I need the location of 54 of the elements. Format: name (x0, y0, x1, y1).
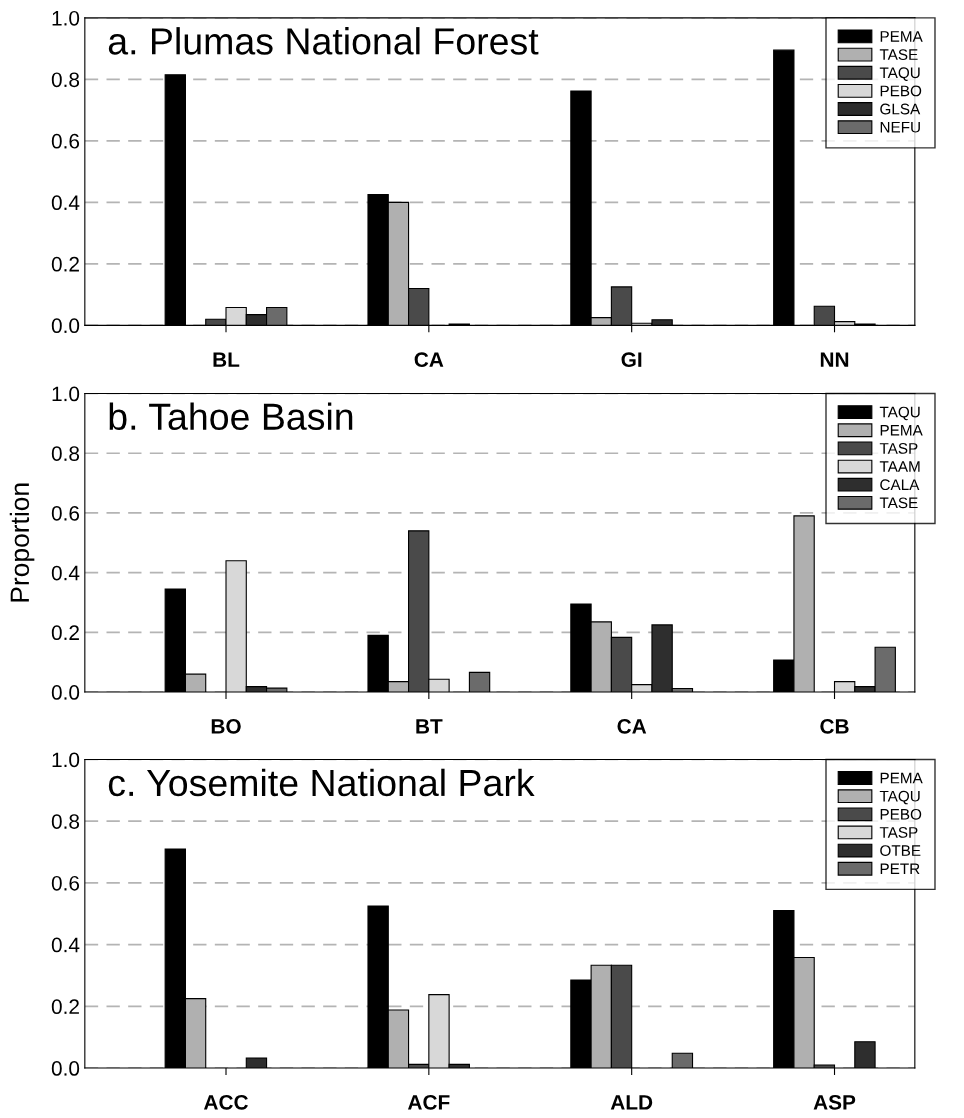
y-tick-label: 0.4 (51, 195, 80, 211)
legend-label: TAAM (879, 461, 920, 472)
y-tick-label: 0.8 (51, 814, 80, 829)
bar (773, 49, 795, 326)
bar (164, 74, 186, 326)
legend-label: PEBO (880, 808, 922, 820)
legend-label: TAQU (879, 790, 920, 805)
chart-title: b. Tahoe Basin (109, 402, 353, 431)
legend-label: TASE (879, 49, 918, 61)
y-tick-label: 0.0 (51, 1061, 80, 1076)
x-tick-label: GI (621, 352, 642, 368)
y-tick-label: 0.6 (51, 505, 80, 521)
x-tick-label: CA (617, 718, 647, 734)
y-tick-label: 1.0 (52, 752, 80, 768)
legend-label: TASP (879, 827, 918, 838)
x-tick-label: ASP (813, 1094, 856, 1110)
x-tick-label: NN (820, 352, 849, 367)
x-tick-label: BT (416, 719, 443, 734)
y-tick-label: 0.8 (51, 72, 80, 88)
legend-label: TASP (879, 442, 918, 454)
legend-label: PEMA (880, 772, 923, 784)
x-tick-label: ACF (407, 1094, 450, 1110)
legend-label: PEMA (880, 31, 923, 42)
y-tick-label: 0.8 (51, 446, 80, 461)
y-tick-label: 0.2 (51, 625, 79, 641)
legend-label: NEFU (880, 121, 920, 133)
y-tick-label: 0.4 (51, 937, 80, 953)
x-tick-label: CA (414, 352, 444, 368)
x-tick-label: BO (211, 718, 241, 734)
y-tick-label: 0.6 (51, 133, 80, 149)
legend-label: GLSA (880, 103, 921, 115)
x-tick-label: CB (820, 718, 849, 734)
legend-label: TAQU (879, 406, 920, 421)
legend-label: OTBE (880, 845, 921, 857)
chart-title: c. Yosemite National Park (108, 768, 535, 797)
y-tick-label: 0.2 (51, 256, 79, 272)
x-tick-label: ALD (610, 1095, 653, 1110)
y-tick-label: 0.6 (51, 875, 80, 891)
x-tick-label: ACC (203, 1094, 248, 1110)
y-axis-title: Proportion (9, 483, 35, 602)
y-tick-label: 1.0 (52, 386, 80, 402)
y-tick-label: 0.4 (51, 565, 80, 581)
y-tick-label: 0.2 (51, 999, 79, 1015)
y-tick-label: 1.0 (52, 10, 80, 26)
y-tick-label: 0.0 (51, 685, 80, 700)
legend-label: CALA (880, 479, 920, 491)
chart-title: a. Plumas National Forest (108, 27, 539, 55)
legend-label: TASE (879, 497, 918, 509)
legend-label: PETR (880, 863, 920, 874)
legend-label: PEBO (880, 85, 922, 97)
legend-label: TAQU (879, 67, 920, 81)
legend-label: PEMA (880, 425, 923, 436)
y-tick-label: 0.0 (51, 318, 80, 334)
x-tick-label: BL (213, 352, 240, 367)
